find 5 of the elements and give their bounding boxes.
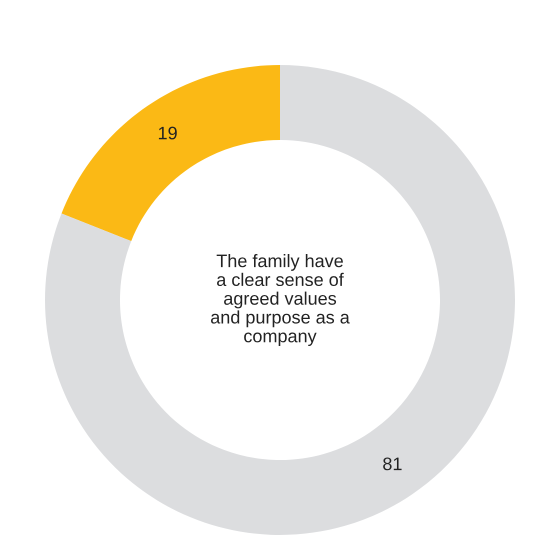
donut-slice <box>45 65 515 535</box>
text: The family have a clear sense of agreed values and purpose as a company <box>211 254 350 346</box>
data-label: 81 <box>383 457 402 470</box>
data-label: 19 <box>158 126 177 140</box>
donut-slice <box>62 65 280 242</box>
